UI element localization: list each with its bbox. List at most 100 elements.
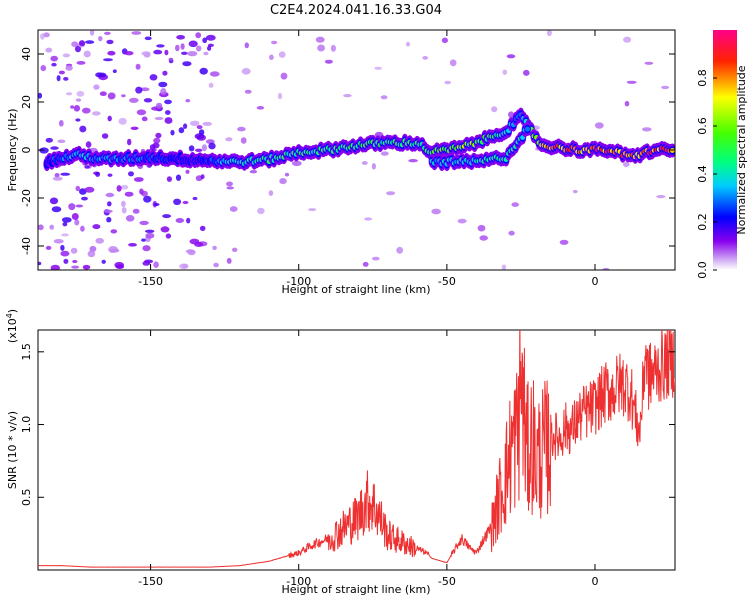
spectrogram-noise-cell xyxy=(75,204,84,208)
colorbar-tick-label: 0.8 xyxy=(696,69,709,87)
spectrogram-noise-cell xyxy=(58,70,65,75)
spectrogram-noise-cell xyxy=(279,178,287,185)
spectrogram-noise-cell xyxy=(181,51,188,55)
y-tick-label: -40 xyxy=(20,237,33,255)
spectrogram-noise-cell xyxy=(153,203,160,206)
spectrogram-noise-cell xyxy=(457,218,467,224)
colorbar-gradient xyxy=(713,30,737,270)
spectrogram-noise-cell xyxy=(73,105,81,112)
spectrogram-noise-cell xyxy=(118,117,127,125)
spectrogram-noise-cell xyxy=(162,214,172,219)
spectrogram-noise-cell xyxy=(57,139,66,144)
spectrogram-noise-cell xyxy=(141,238,146,242)
spectrogram-noise-cell xyxy=(240,137,247,144)
spectrogram-noise-cell xyxy=(63,77,69,81)
spectrogram-noise-cell xyxy=(278,51,286,58)
spectrogram-noise-cell xyxy=(107,173,113,177)
spectrogram-noise-cell xyxy=(121,207,127,214)
spectrogram-noise-cell xyxy=(164,49,169,56)
spectrogram-noise-cell xyxy=(508,230,515,236)
spectrogram-noise-cell xyxy=(43,32,50,38)
spectrogram-noise-cell xyxy=(75,118,81,122)
spectrogram-noise-cell xyxy=(127,138,132,146)
spectrogram-noise-cell xyxy=(92,224,101,230)
spectrogram-noise-cell xyxy=(101,259,106,264)
spectrogram-noise-cell xyxy=(51,206,62,213)
spectrogram-noise-cell xyxy=(71,213,79,220)
spectrogram-noise-cell xyxy=(95,237,104,244)
spectrogram-noise-cell xyxy=(103,58,113,62)
spectrogram-noise-cell xyxy=(143,195,152,203)
colorbar-tick-label: 0.2 xyxy=(696,213,709,231)
spectrogram-noise-cell xyxy=(74,219,80,226)
snr-y-label: SNR (10 * v/v) xyxy=(6,411,19,489)
spectrogram-noise-cell xyxy=(371,163,376,170)
colorbar-tick-label: 0.0 xyxy=(696,261,709,279)
spectrogram-noise-cell xyxy=(364,217,373,221)
y-tick-label: 40 xyxy=(20,47,33,61)
spectrogram-noise-cell xyxy=(501,264,507,270)
spectrogram-noise-cell xyxy=(99,91,107,96)
spectrogram-noise-cell xyxy=(257,207,265,215)
ridge-cell xyxy=(525,126,530,132)
spectrogram-noise-cell xyxy=(62,222,68,227)
spectrogram-noise-cell xyxy=(268,190,274,196)
x-tick-label: -50 xyxy=(438,275,456,288)
spectrogram-noise-cell xyxy=(82,264,91,270)
spectrogram-noise-cell xyxy=(202,121,212,126)
spectrogram-noise-cell xyxy=(226,186,234,190)
spectrogram-noise-cell xyxy=(361,161,368,165)
y-tick-label: 1.5 xyxy=(20,343,33,361)
spectrogram-noise-cell xyxy=(271,40,278,45)
spectrogram-noise-cell xyxy=(208,82,214,88)
spectrogram-noise-cell xyxy=(241,68,251,75)
spectrogram-noise-cell xyxy=(58,120,64,127)
spectrogram-noise-cell xyxy=(160,88,167,95)
spectrogram-noise-cell xyxy=(142,245,151,252)
spectrogram-noise-cell xyxy=(179,263,189,270)
spectrogram-noise-cell xyxy=(226,257,232,264)
spectrogram-noise-cell xyxy=(75,98,82,102)
spectrogram-noise-cell xyxy=(175,44,180,52)
spectrogram-noise-cell xyxy=(656,195,666,199)
spectrogram-noise-cell xyxy=(50,146,59,150)
spectrogram-noise-cell xyxy=(196,125,203,130)
x-tick-label: -150 xyxy=(138,275,163,288)
spectrogram-noise-cell xyxy=(61,233,69,237)
spectrogram-noise-cell xyxy=(644,61,654,65)
spectrogram-noise-cell xyxy=(506,54,516,59)
spectrogram-noise-cell xyxy=(66,92,73,96)
spectrogram-noise-cell xyxy=(237,126,246,132)
spectrogram-noise-cell xyxy=(209,71,220,77)
spectrogram-noise-cell xyxy=(112,69,117,73)
spectrogram-noise-cell xyxy=(153,49,163,55)
spectrogram-noise-cell xyxy=(76,90,85,97)
spectrogram-noise-cell xyxy=(145,232,155,239)
spectrogram-noise-cell xyxy=(139,220,149,226)
spectrogram-noise-cell xyxy=(65,65,73,71)
spectrogram-noise-cell xyxy=(95,72,103,78)
spectrogram-noise-cell xyxy=(626,80,637,84)
spectrogram-noise-cell xyxy=(187,51,198,57)
spectrogram-noise-cell xyxy=(51,62,57,67)
spectrogram-noise-cell xyxy=(317,44,325,52)
spectrogram-noise-cell xyxy=(56,75,61,82)
spectrogram-noise-cell xyxy=(343,94,352,98)
spectrogram-noise-cell xyxy=(49,197,59,205)
x-tick-label: -100 xyxy=(286,575,311,588)
y-tick-label: 1.0 xyxy=(20,416,33,434)
spectrogram-noise-cell xyxy=(106,216,112,223)
spectrogram-noise-cell xyxy=(477,224,486,232)
spectrogram-noise-cell xyxy=(187,249,196,256)
spectrogram-noise-cell xyxy=(141,116,148,122)
spectrogram-noise-cell xyxy=(244,89,252,94)
spectrogram-noise-cell xyxy=(50,264,60,270)
spectrogram-noise-cell xyxy=(165,110,171,115)
spectrogram-noise-cell xyxy=(256,106,265,110)
spectrogram-noise-cell xyxy=(200,174,205,180)
spectrogram-noise-cell xyxy=(53,239,64,244)
spectrogram-noise-cell xyxy=(141,51,151,56)
spectrogram-noise-cell xyxy=(280,72,288,80)
spectrogram-noise-cell xyxy=(166,176,172,182)
spectrogram-noise-cell xyxy=(84,186,95,193)
